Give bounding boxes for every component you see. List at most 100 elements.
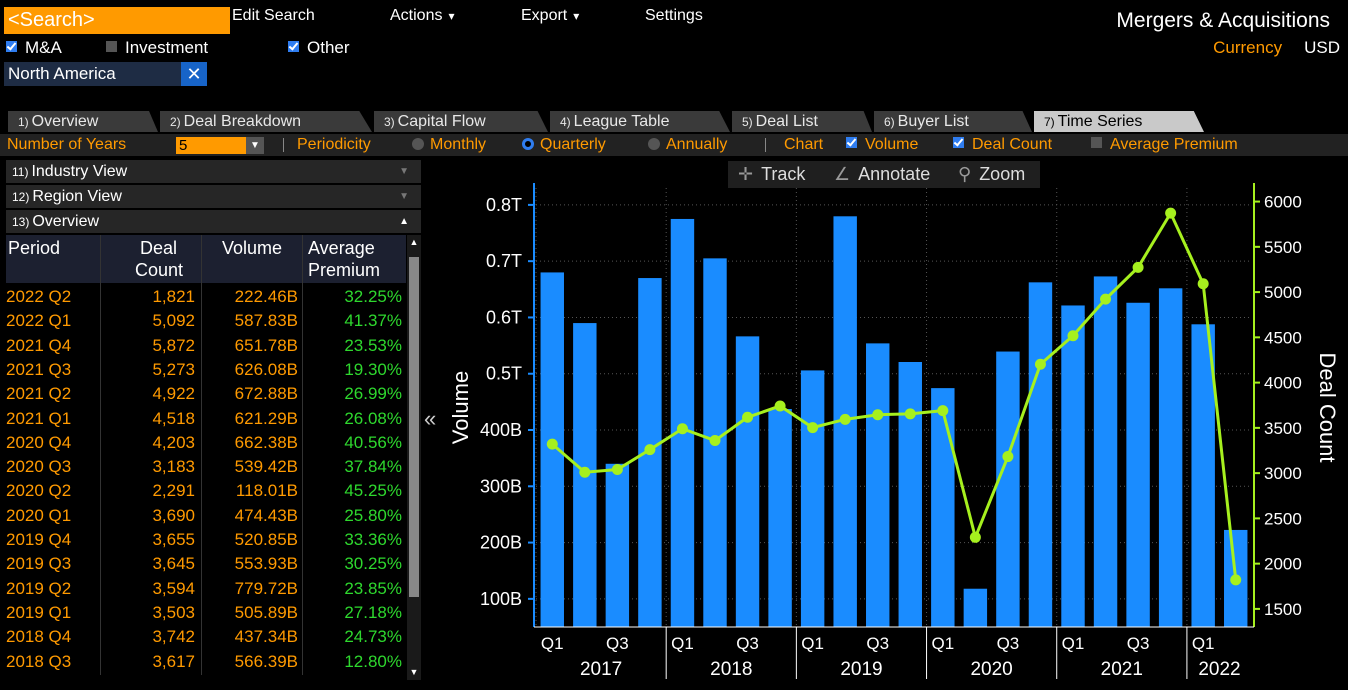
scroll-up-icon[interactable]: ▲ [409,237,419,247]
table-row[interactable]: 2020 Q3 3,183 539.42B 37.84% [6,455,406,479]
radio-off-icon[interactable] [648,138,660,150]
y2-tick-label: 3000 [1264,464,1302,483]
filter-investment-label: Investment [125,38,209,57]
tab-label: Overview [31,113,99,130]
table-row[interactable]: 2018 Q3 3,617 566.39B 12.80% [6,650,406,674]
actions-menu[interactable]: Actions ▾ [390,7,516,35]
table-row[interactable]: 2019 Q1 3,503 505.89B 27.18% [6,601,406,625]
table-row[interactable]: 2021 Q4 5,872 651.78B 23.53% [6,334,406,358]
period-cell: 2018 Q4 [6,627,72,647]
industry-view-header[interactable]: 11) Industry View ▼ [6,160,421,183]
table-row[interactable]: 2022 Q2 1,821 222.46B 32.25% [6,285,406,309]
table-row[interactable]: 2022 Q1 5,092 587.83B 41.37% [6,309,406,333]
collapse-panel-icon[interactable]: « [424,406,437,431]
time-series-chart[interactable]: 100B 200B 300B 400B 0.5T 0.6T 0.7T 0.8T 1500 2000… [440,160,1348,685]
chart-deal-count-toggle[interactable]: Deal Count [953,134,1052,156]
tab-time-series[interactable]: 7) Time Series [1034,111,1204,132]
x-year-label: 2022 [1198,659,1240,680]
tab-league-table[interactable]: 4) League Table [550,111,730,132]
table-row[interactable]: 2019 Q4 3,655 520.85B 33.36% [6,528,406,552]
deal-count-point [1197,278,1209,290]
deal-count-point [709,435,721,447]
tab-number: 6) [884,115,895,129]
tab-deal-list[interactable]: 5) Deal List [732,111,872,132]
close-icon[interactable]: ✕ [181,62,207,86]
currency-display[interactable]: Currency USD [1213,38,1340,58]
premium-cell: 45.25% [344,481,402,501]
tab-buyer-list[interactable]: 6) Buyer List [874,111,1032,132]
tab-label: League Table [573,113,670,130]
col-average-premium-1[interactable]: Average [308,238,375,258]
zoom-button[interactable]: ⚲ Zoom [958,161,1025,188]
radio-off-icon[interactable] [412,138,424,150]
chart-average-premium-toggle[interactable]: Average Premium [1091,134,1238,156]
checkbox-unchecked-icon[interactable] [1091,137,1102,148]
search-input[interactable]: <Search> [4,7,230,34]
checkbox-checked-icon[interactable] [6,41,17,52]
tab-overview[interactable]: 1) Overview [8,111,158,132]
x-tick-label: Q3 [997,634,1020,653]
filter-mna[interactable]: M&A [6,38,62,58]
table-row[interactable]: 2021 Q3 5,273 626.08B 19.30% [6,358,406,382]
filter-investment[interactable]: Investment [106,38,208,58]
volume-cell: 437.34B [234,627,298,647]
settings-button[interactable]: Settings [645,7,759,35]
checkbox-checked-icon[interactable] [846,137,857,148]
table-row[interactable]: 2020 Q4 4,203 662.38B 40.56% [6,431,406,455]
settings-label: Settings [645,7,703,24]
checkbox-unchecked-icon[interactable] [106,41,117,52]
col-deal-count-2[interactable]: Count [135,260,184,280]
volume-bar [1126,302,1150,627]
period-cell: 2020 Q4 [6,432,72,452]
periodicity-monthly[interactable]: Monthly [412,134,486,156]
table-row[interactable]: 2021 Q1 4,518 621.29B 26.08% [6,407,406,431]
region-view-header[interactable]: 12) Region View ▼ [6,185,421,208]
annotate-button[interactable]: ∠ Annotate [834,161,930,188]
table-row[interactable]: 2021 Q2 4,922 672.88B 26.99% [6,382,406,406]
scroll-thumb[interactable] [409,257,419,597]
premium-cell: 19.30% [344,359,402,379]
col-period[interactable]: Period [8,238,61,258]
col-deal-count-1[interactable]: Deal [140,238,178,258]
chevron-down-icon[interactable]: ▼ [246,137,264,154]
deal-count-cell: 3,645 [152,554,195,574]
filter-other[interactable]: Other [288,38,350,58]
tab-capital-flow[interactable]: 3) Capital Flow [374,111,548,132]
track-button[interactable]: ✛ Track [738,161,805,188]
col-volume[interactable]: Volume [222,238,283,258]
scroll-down-icon[interactable]: ▼ [409,667,419,677]
table-row[interactable]: 2019 Q3 3,645 553.93B 30.25% [6,552,406,576]
page-title: Mergers & Acquisitions [1116,9,1330,32]
period-cell: 2019 Q4 [6,530,72,549]
deal-count-point [937,405,949,417]
overview-header[interactable]: 13) Overview ▲ [6,210,421,233]
volume-cell: 662.38B [234,432,298,452]
table-row[interactable]: 2020 Q2 2,291 118.01B 45.25% [6,479,406,503]
table-row[interactable]: 2018 Q4 3,742 437.34B 24.73% [6,625,406,649]
chevron-down-icon: ▾ [448,9,455,23]
average-premium-label: Average Premium [1110,136,1238,153]
y2-tick-label: 3500 [1264,419,1302,438]
col-average-premium-2[interactable]: Premium [308,260,381,280]
periodicity-annually[interactable]: Annually [648,134,727,156]
years-input[interactable]: 5 [176,137,246,154]
table-scrollbar[interactable]: ▲ ▼ [407,235,421,680]
premium-cell: 23.53% [344,335,402,355]
radio-on-icon[interactable] [522,138,534,150]
export-menu[interactable]: Export ▾ [521,7,640,35]
y2-tick-label: 4000 [1264,374,1302,393]
chart-volume-toggle[interactable]: Volume [846,134,918,156]
y-tick-label: 0.6T [486,307,522,327]
checkbox-checked-icon[interactable] [288,41,299,52]
pencil-icon: ∠ [834,164,851,184]
column-divider [100,235,101,675]
tab-deal-breakdown[interactable]: 2) Deal Breakdown [160,111,372,132]
table-row[interactable]: 2020 Q1 3,690 474.43B 25.80% [6,504,406,528]
volume-bar [670,218,695,627]
table-row[interactable]: 2019 Q2 3,594 779.72B 23.85% [6,577,406,601]
edit-search-button[interactable]: Edit Search [232,7,384,35]
checkbox-checked-icon[interactable] [953,137,964,148]
premium-cell: 41.37% [344,311,402,331]
periodicity-quarterly[interactable]: Quarterly [522,134,606,156]
edit-search-label: Edit Search [232,7,315,24]
